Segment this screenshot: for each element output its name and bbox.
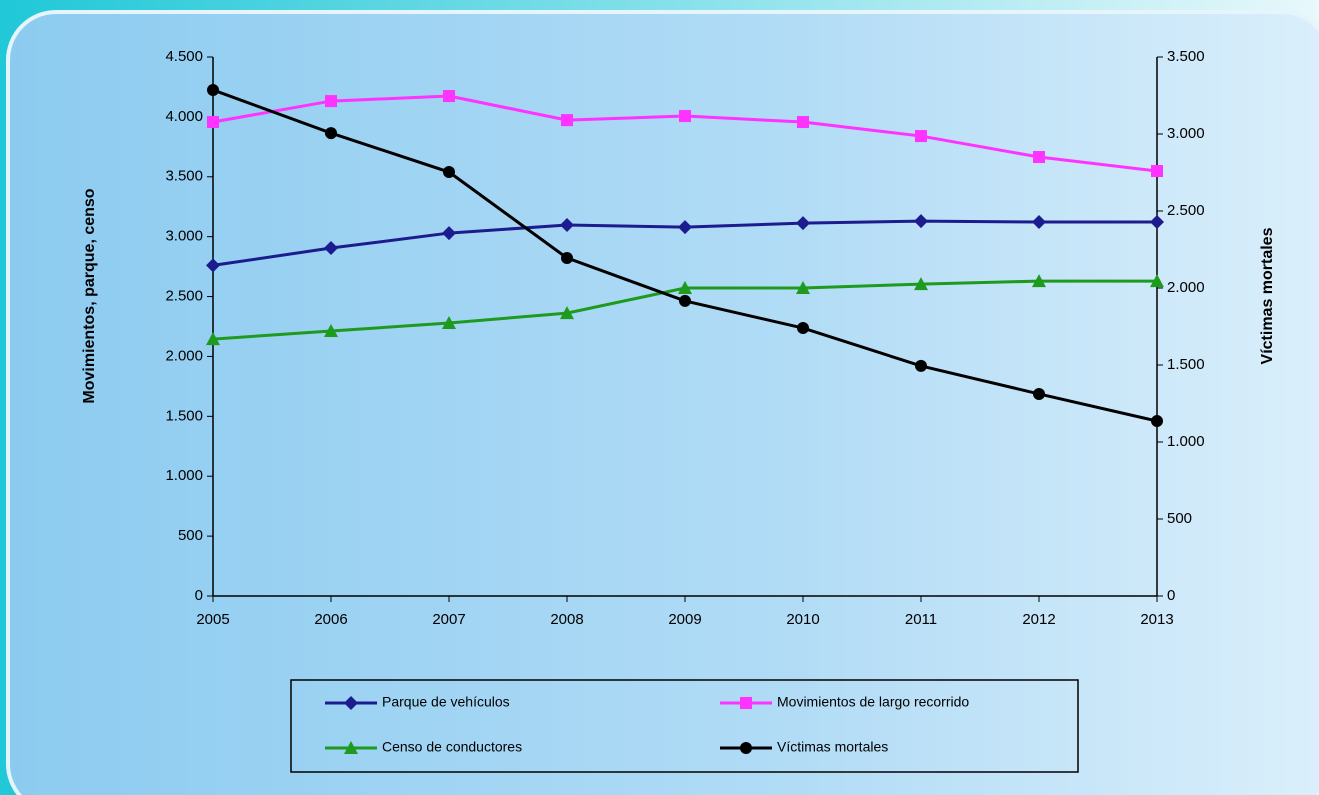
data-point <box>1151 165 1163 178</box>
y-tick-label: 3.000 <box>165 228 203 245</box>
y2-tick-label: 1.000 <box>1167 433 1205 450</box>
legend-label: Parque de vehículos <box>382 694 510 710</box>
data-point <box>1151 415 1163 428</box>
data-point <box>796 281 810 295</box>
y2-tick-label: 1.500 <box>1167 356 1205 373</box>
data-point <box>1150 215 1164 230</box>
y2-axis-title: Víctimas mortales <box>1259 227 1276 364</box>
x-tick-label: 2006 <box>314 611 347 628</box>
y2-tick-label: 500 <box>1167 510 1192 527</box>
data-point <box>561 114 573 127</box>
data-point <box>207 116 219 129</box>
legend-label: Víctimas mortales <box>777 739 888 755</box>
data-point <box>915 359 927 372</box>
x-tick-label: 2005 <box>196 611 229 628</box>
y2-tick-label: 3.000 <box>1167 125 1205 142</box>
y2-tick-label: 2.000 <box>1167 279 1205 296</box>
data-point <box>1033 151 1045 164</box>
y2-tick-label: 3.500 <box>1167 48 1205 65</box>
data-point <box>914 214 928 229</box>
data-point <box>561 251 573 264</box>
data-point <box>796 216 810 231</box>
y-tick-label: 1.500 <box>165 407 203 424</box>
legend-marker <box>344 741 358 754</box>
y2-tick-label: 0 <box>1167 587 1175 604</box>
y-tick-label: 1.000 <box>165 467 203 484</box>
y-tick-label: 4.000 <box>165 108 203 125</box>
y-tick-label: 500 <box>178 527 203 544</box>
panel <box>6 10 1319 795</box>
legend-marker <box>344 696 358 710</box>
data-point <box>678 281 692 295</box>
data-point <box>560 306 574 320</box>
data-point <box>1033 387 1045 400</box>
x-tick-label: 2013 <box>1140 611 1173 628</box>
data-point <box>324 241 338 256</box>
data-point <box>325 95 337 108</box>
legend-marker <box>740 742 752 754</box>
x-tick-label: 2009 <box>668 611 701 628</box>
data-point <box>1032 274 1046 288</box>
data-point <box>442 316 456 330</box>
data-point <box>678 220 692 235</box>
data-point <box>207 83 219 96</box>
data-point <box>914 277 928 291</box>
legend <box>290 679 1079 773</box>
y-tick-label: 3.500 <box>165 168 203 185</box>
y-tick-label: 2.000 <box>165 347 203 364</box>
x-tick-label: 2011 <box>905 611 937 628</box>
data-point <box>442 226 456 241</box>
legend-label: Movimientos de largo recorrido <box>777 694 969 710</box>
data-point <box>560 218 574 233</box>
data-point <box>915 130 927 143</box>
y-axis-title: Movimientos, parque, censo <box>81 188 98 403</box>
data-point <box>443 166 455 179</box>
data-point <box>1150 274 1164 288</box>
data-point <box>206 258 220 273</box>
y-tick-label: 2.500 <box>165 288 203 305</box>
x-tick-label: 2012 <box>1022 611 1055 628</box>
y2-tick-label: 2.500 <box>1167 202 1205 219</box>
data-point <box>679 294 691 307</box>
data-point <box>679 110 691 123</box>
data-point <box>797 116 809 129</box>
legend-marker <box>740 697 752 709</box>
x-tick-label: 2007 <box>432 611 465 628</box>
data-point <box>325 127 337 140</box>
data-point <box>443 90 455 103</box>
data-point <box>324 324 338 338</box>
x-tick-label: 2008 <box>550 611 583 628</box>
legend-label: Censo de conductores <box>382 739 522 755</box>
data-point <box>206 332 220 346</box>
y-tick-label: 4.500 <box>165 48 203 65</box>
y-tick-label: 0 <box>195 587 203 604</box>
data-point <box>1032 215 1046 230</box>
data-point <box>797 322 809 335</box>
x-tick-label: 2010 <box>786 611 819 628</box>
